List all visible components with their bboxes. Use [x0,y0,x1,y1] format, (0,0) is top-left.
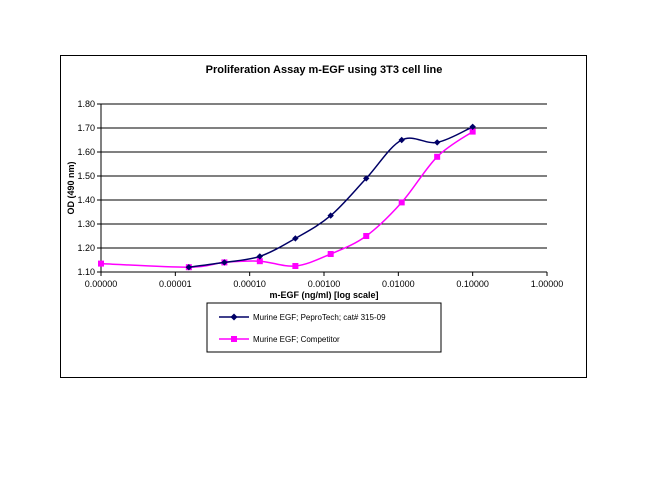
chart-title: Proliferation Assay m-EGF using 3T3 cell… [206,64,443,76]
x-axis-label: m-EGF (ng/ml) [log scale] [269,290,378,300]
series-line [100,130,474,268]
series-competitor [98,128,476,271]
y-tick-label: 1.30 [77,219,95,229]
data-point-square [256,258,263,265]
data-point-square [434,153,441,160]
chart-frame: Proliferation Assay m-EGF using 3T3 cell… [60,55,587,378]
axes [100,104,548,276]
legend-label-peprotech: Murine EGF; PeproTech; cat# 315-09 [253,313,386,322]
legend-label-competitor: Murine EGF; Competitor [253,335,340,344]
legend-box [206,302,442,353]
data-point-diamond [185,264,193,271]
y-tick-label: 1.60 [77,147,95,157]
data-point-diamond [327,212,334,219]
data-point-square [363,233,370,239]
data-point-diamond [433,139,441,146]
y-tick-label: 1.70 [77,123,95,133]
y-tick-label: 1.20 [77,243,95,253]
x-tick-label: 0.01000 [382,279,415,289]
legend: Murine EGF; PeproTech; cat# 315-09 Murin… [206,302,442,353]
data-point-square [292,263,299,269]
x-tick-label: 0.00000 [85,279,118,289]
legend-marker-competitor [231,336,237,342]
x-tick-label: 0.10000 [456,279,489,289]
y-tick-label: 1.50 [77,171,95,181]
data-point-square [398,199,405,206]
series-peprotech [185,123,476,271]
data-point-diamond [292,235,299,242]
x-tick-label: 0.00100 [308,279,341,289]
chart-svg: Proliferation Assay m-EGF using 3T3 cell… [66,64,564,353]
data-point-diamond [469,123,476,130]
y-tick-label: 1.10 [77,267,95,277]
series-layer [98,123,476,271]
grid-lines [97,103,547,273]
y-axis-label: OD (490 nm) [66,161,76,214]
data-point-square [98,260,104,267]
x-tick-label: 0.00010 [233,279,266,289]
data-point-diamond [363,175,370,182]
data-point-square [469,128,476,135]
legend-marker-peprotech [230,313,238,321]
y-tick-label: 1.80 [77,99,95,109]
y-tick-label: 1.40 [77,195,95,205]
plot-area [101,104,547,272]
x-tick-labels: 0.00000 0.00001 0.00010 0.00100 0.01000 0.100… [85,279,564,289]
data-point-diamond [221,259,228,266]
x-tick-label: 1.00000 [531,279,564,289]
y-tick-labels: 1.10 1.20 1.30 1.40 1.50 1.60 1.70 1.80 [77,99,95,277]
data-point-square [327,251,334,257]
x-tick-label: 0.00001 [159,279,192,289]
